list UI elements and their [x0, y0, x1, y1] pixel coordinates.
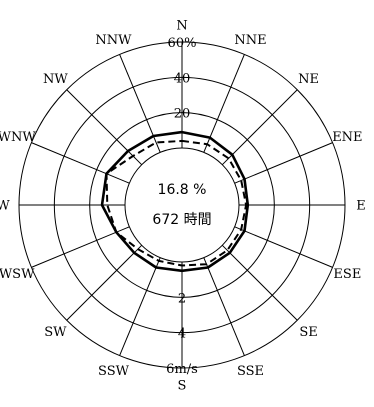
spoke-se — [221, 244, 298, 321]
direction-label-nnw: NNW — [95, 33, 132, 48]
series-line-frequency — [100, 130, 250, 273]
direction-label-se: SE — [299, 325, 317, 340]
spoke-nnw — [119, 54, 161, 153]
direction-label-w: W — [0, 199, 10, 214]
direction-label-wsw: WSW — [0, 267, 35, 282]
spoke-sw — [66, 244, 143, 321]
spoke-sse — [203, 257, 245, 356]
spoke-nne — [203, 54, 245, 153]
spoke-ne — [221, 89, 298, 166]
frequency-tick-labels: 20 40 60% — [168, 36, 197, 122]
calm-circle — [125, 148, 239, 262]
direction-label-wnw: WNW — [0, 130, 36, 145]
speed-tick-labels: 2 4 6m/s — [166, 291, 198, 377]
series-line-speed — [105, 139, 248, 267]
speed-tick-2: 4 — [178, 327, 186, 342]
direction-labels: N NNE NE ENE E ESE SE SSE S SSW SW WSW W WNW NW NNW — [0, 19, 366, 394]
direction-label-nw: NW — [43, 72, 68, 87]
direction-label-sse: SSE — [237, 364, 264, 379]
chart-grid — [18, 41, 346, 369]
spoke-nw — [66, 89, 143, 166]
spoke-wnw — [31, 142, 130, 184]
series-layer — [100, 130, 250, 273]
frequency-tick-1: 20 — [174, 107, 191, 122]
direction-label-s: S — [178, 379, 187, 394]
direction-label-ne: NE — [298, 72, 319, 87]
speed-tick-1: 2 — [178, 291, 186, 306]
speed-tick-3: 6m/s — [166, 362, 198, 377]
calm-percent: 16.8 % — [158, 182, 207, 198]
direction-label-nne: NNE — [234, 33, 266, 48]
direction-label-ese: ESE — [333, 267, 361, 282]
spoke-ssw — [119, 257, 161, 356]
spoke-wsw — [31, 226, 130, 268]
direction-label-n: N — [176, 19, 187, 34]
calm-circle-ring — [124, 147, 240, 263]
frequency-tick-3: 60% — [168, 36, 197, 51]
calm-hours: 672 時間 — [152, 212, 211, 228]
direction-label-sw: SW — [44, 325, 67, 340]
direction-label-ene: ENE — [332, 130, 362, 145]
spoke-ene — [234, 142, 333, 184]
direction-label-ssw: SSW — [98, 364, 130, 379]
frequency-tick-2: 40 — [174, 71, 191, 86]
spoke-ese — [234, 226, 333, 268]
direction-label-e: E — [356, 199, 366, 214]
